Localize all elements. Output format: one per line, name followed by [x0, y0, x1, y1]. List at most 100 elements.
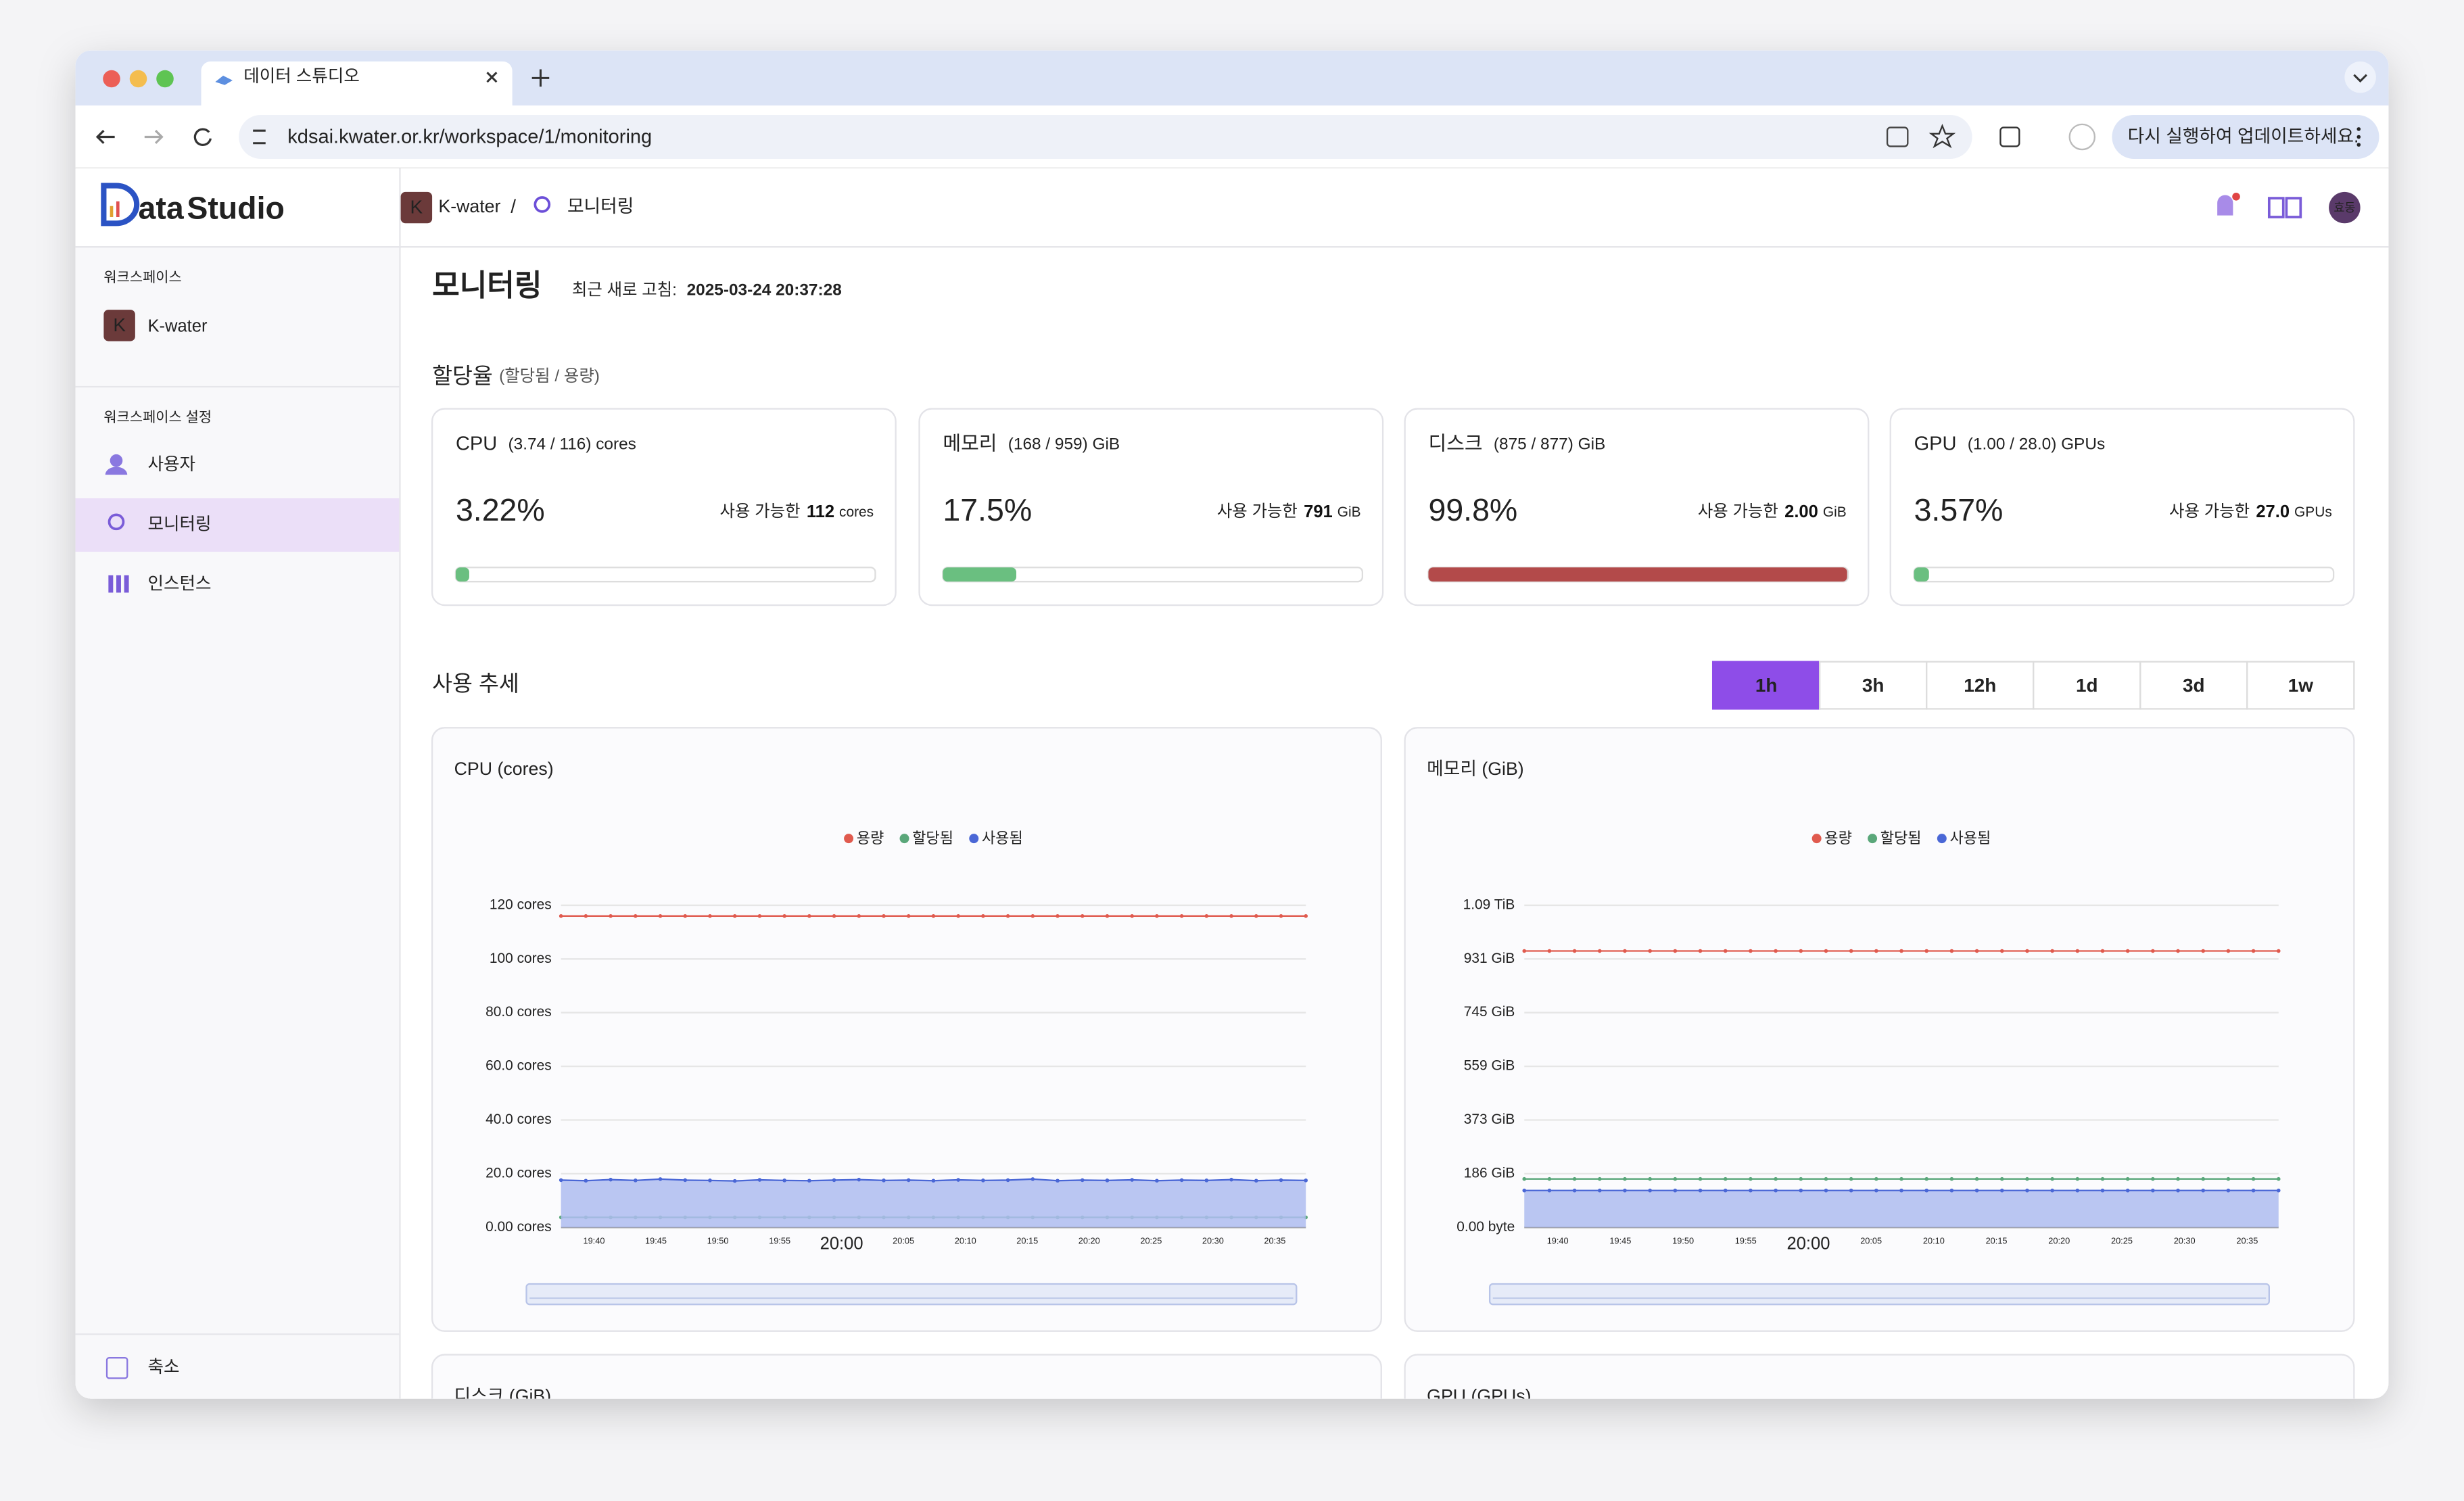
- breadcrumb-workspace[interactable]: K-water: [438, 196, 500, 216]
- point: [1130, 914, 1134, 918]
- url: kdsai.kwater.or.kr/workspace/1/monitorin…: [287, 126, 652, 147]
- point: [2251, 1188, 2256, 1193]
- reload[interactable]: [193, 128, 212, 146]
- menu-dot: [2356, 135, 2361, 139]
- bell[interactable]: [2217, 195, 2233, 216]
- sidebar-workspace[interactable]: K-water: [147, 316, 208, 335]
- point: [1774, 949, 1778, 953]
- point: [584, 1178, 588, 1183]
- range-button[interactable]: [1711, 661, 1821, 710]
- update-button[interactable]: [2112, 114, 2379, 160]
- range-button[interactable]: [2139, 661, 2248, 710]
- point: [1056, 914, 1060, 918]
- point: [1522, 1176, 1527, 1181]
- point: [1005, 1178, 1010, 1183]
- site-info[interactable]: [253, 129, 266, 145]
- point: [2251, 949, 2256, 953]
- available-label: 사용 가능한: [720, 502, 801, 521]
- legend-item: 사용됨: [1937, 830, 1991, 847]
- x-tick-label: 20:15: [1016, 1236, 1038, 1246]
- point: [1749, 1188, 1753, 1193]
- address-bar[interactable]: [239, 114, 1972, 160]
- available-unit: GiB: [1823, 504, 1847, 519]
- point: [832, 1178, 836, 1183]
- forward[interactable]: [144, 130, 164, 144]
- x-tick-label: 19:50: [707, 1236, 729, 1246]
- point: [1648, 1188, 1652, 1193]
- refresh-label: 최근 새로 고침:: [572, 281, 677, 300]
- y-tick-label: 120 cores: [490, 897, 552, 912]
- area: [561, 1178, 1306, 1228]
- tab[interactable]: [201, 61, 513, 106]
- chart-card: [1404, 1354, 2355, 1399]
- sidebar-item[interactable]: 인스턴스: [147, 575, 211, 594]
- allocation-card: [1889, 408, 2355, 606]
- available-unit: GiB: [1337, 504, 1361, 519]
- y-tick-label: 80.0 cores: [485, 1004, 552, 1020]
- min-dot[interactable]: [129, 70, 147, 88]
- extensions[interactable]: [1999, 126, 2020, 147]
- x-tick-label: 20:15: [1986, 1236, 2008, 1246]
- tab-close[interactable]: [486, 72, 498, 83]
- x-tick-label: 20:25: [1140, 1236, 1162, 1246]
- chart-title: 메모리 (GiB): [1427, 759, 1524, 779]
- x-tick-label: 20:00: [820, 1235, 863, 1254]
- point: [732, 914, 737, 918]
- profile[interactable]: [2068, 123, 2096, 151]
- card-detail: (875 / 877) GiB: [1494, 435, 1605, 453]
- point: [1673, 949, 1678, 953]
- users-icon: [110, 454, 123, 467]
- point: [1572, 1188, 1577, 1193]
- legend-item: 용량: [1811, 830, 1852, 847]
- x-tick-label: 20:25: [2111, 1236, 2133, 1246]
- range-button[interactable]: [2246, 661, 2355, 710]
- max-dot[interactable]: [156, 70, 174, 88]
- point: [2201, 949, 2206, 953]
- tab-menu[interactable]: [2344, 61, 2376, 93]
- point: [2201, 1176, 2206, 1181]
- chart-card: [431, 1354, 1382, 1399]
- collapse[interactable]: 축소: [147, 1358, 179, 1377]
- point: [2276, 1176, 2281, 1181]
- zoom-slider[interactable]: [525, 1283, 1298, 1306]
- x-tick-label: 19:55: [1735, 1236, 1757, 1246]
- y-tick-label: 1.09 TiB: [1463, 897, 1515, 912]
- bookmark[interactable]: [1928, 124, 1956, 149]
- point: [1130, 1178, 1134, 1182]
- sidebar-item[interactable]: 사용자: [147, 455, 195, 474]
- x-tick-label: 20:10: [1923, 1236, 1945, 1246]
- range-button[interactable]: [1926, 661, 2035, 710]
- avatar[interactable]: [2329, 191, 2361, 224]
- point: [981, 914, 985, 918]
- card-name: 메모리: [943, 433, 997, 455]
- progress-track: [1913, 567, 2335, 583]
- progress-fill: [943, 567, 1016, 582]
- point: [1723, 1176, 1728, 1181]
- point: [1749, 1176, 1753, 1181]
- point: [1056, 1178, 1060, 1183]
- point: [782, 914, 786, 918]
- y-tick-label: 0.00 byte: [1456, 1219, 1515, 1235]
- x-tick-label: 20:20: [1079, 1236, 1100, 1246]
- point: [757, 1178, 762, 1182]
- range-button[interactable]: [2033, 661, 2141, 710]
- close-dot[interactable]: [103, 70, 120, 88]
- legend-dot: [1811, 834, 1822, 844]
- docs[interactable]: [2267, 197, 2302, 218]
- point: [956, 1178, 960, 1182]
- legend-dot: [969, 834, 979, 844]
- point: [1924, 949, 1928, 953]
- y-tick-label: 931 GiB: [1464, 951, 1515, 966]
- badge-letter: K: [410, 197, 423, 218]
- translate-icon[interactable]: [1886, 126, 1909, 147]
- new-tab[interactable]: [531, 69, 550, 87]
- zoom-slider[interactable]: [1488, 1283, 2270, 1306]
- sidebar-item[interactable]: 모니터링: [147, 515, 211, 533]
- section-title: 사용 추세: [432, 671, 519, 696]
- point: [1229, 914, 1233, 918]
- available-value: 112: [807, 502, 834, 521]
- point: [2125, 1176, 2130, 1181]
- back[interactable]: [95, 130, 115, 144]
- point: [658, 914, 663, 918]
- menu-dot: [2356, 127, 2361, 131]
